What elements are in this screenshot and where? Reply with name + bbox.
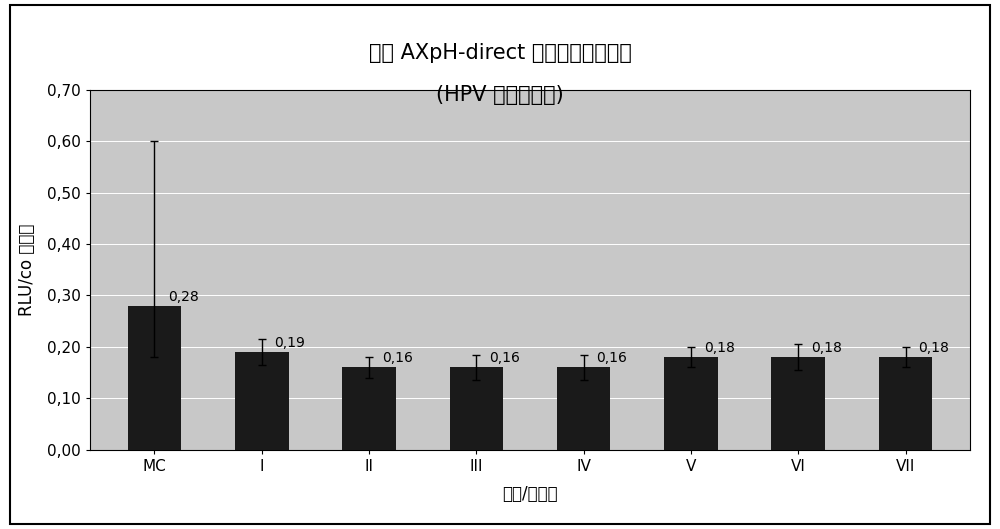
X-axis label: 方法/珠类型: 方法/珠类型 xyxy=(502,485,558,503)
Text: 0,19: 0,19 xyxy=(275,336,305,350)
Bar xyxy=(557,368,610,450)
Bar xyxy=(771,357,825,450)
Y-axis label: RLU/co 平均值: RLU/co 平均值 xyxy=(18,224,36,316)
Bar xyxy=(879,357,932,450)
Bar xyxy=(450,368,503,450)
Text: 0,16: 0,16 xyxy=(489,351,520,366)
Text: 0,18: 0,18 xyxy=(918,341,949,355)
Text: 0,16: 0,16 xyxy=(382,351,413,366)
Text: 0,28: 0,28 xyxy=(168,290,199,304)
Bar xyxy=(664,357,718,450)
Text: 0,18: 0,18 xyxy=(811,341,842,355)
Text: 0,18: 0,18 xyxy=(704,341,735,355)
Text: 0,16: 0,16 xyxy=(597,351,627,366)
Bar xyxy=(342,368,396,450)
Text: 手动 AXpH-direct 和手动转换的比较: 手动 AXpH-direct 和手动转换的比较 xyxy=(369,43,631,63)
Bar xyxy=(235,352,289,450)
Text: (HPV 阴性临床库): (HPV 阴性临床库) xyxy=(436,85,564,105)
Bar xyxy=(128,306,181,450)
